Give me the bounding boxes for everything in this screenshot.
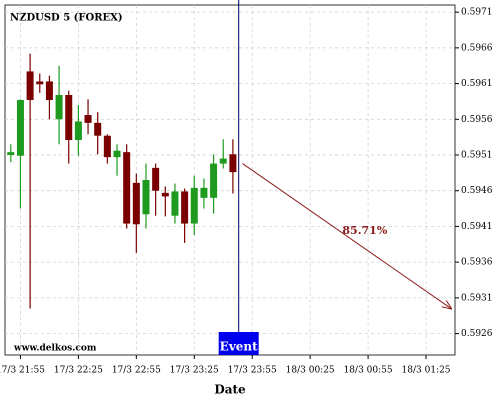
event-box bbox=[218, 332, 259, 355]
candle-body bbox=[132, 182, 140, 225]
candle-body bbox=[84, 115, 92, 123]
y-tick-label: 0.5956 bbox=[461, 115, 493, 125]
candle-body bbox=[16, 100, 24, 156]
x-tick-label: 17/3 23:55 bbox=[228, 366, 277, 376]
watermark: www.delkos.com bbox=[13, 344, 97, 354]
x-tick-label: 18/3 00:55 bbox=[344, 366, 393, 376]
x-axis-label: Date bbox=[214, 383, 246, 397]
candle-body bbox=[161, 192, 169, 197]
x-tick-label: 17/3 22:25 bbox=[54, 366, 103, 376]
candle-body bbox=[45, 81, 53, 100]
candle-body bbox=[210, 163, 218, 198]
candle-body bbox=[65, 95, 73, 140]
candle-body bbox=[219, 158, 227, 164]
candle-body bbox=[171, 191, 179, 216]
candle-body bbox=[181, 191, 189, 224]
candle-body bbox=[94, 122, 102, 136]
candle-body bbox=[26, 71, 34, 100]
y-tick-label: 0.5946 bbox=[461, 186, 493, 196]
candle-body bbox=[229, 154, 237, 173]
candle-body bbox=[55, 95, 63, 120]
forecast-label: 85.71% bbox=[342, 224, 387, 237]
x-tick-label: 18/3 01:25 bbox=[402, 366, 451, 376]
candle-body bbox=[74, 121, 82, 140]
candle-body bbox=[123, 152, 131, 224]
candle-body bbox=[152, 167, 160, 191]
event-label: Event bbox=[220, 340, 258, 354]
x-tick-label: 17/3 21:55 bbox=[0, 366, 45, 376]
candle-body bbox=[103, 135, 111, 158]
plot-area bbox=[4, 4, 456, 356]
y-tick-label: 0.5971 bbox=[461, 8, 493, 18]
candle-body bbox=[200, 187, 208, 198]
candle-body bbox=[190, 187, 198, 224]
chart-title: NZDUSD 5 (FOREX) bbox=[10, 13, 123, 24]
y-tick-label: 0.5931 bbox=[461, 293, 493, 303]
x-tick-label: 18/3 00:25 bbox=[286, 366, 335, 376]
candle-body bbox=[36, 81, 44, 85]
y-tick-label: 0.5936 bbox=[461, 258, 493, 268]
candle-body bbox=[7, 152, 15, 155]
forecast-arrow bbox=[242, 163, 452, 309]
y-tick-label: 0.5966 bbox=[461, 43, 493, 53]
x-tick-label: 17/3 23:25 bbox=[170, 366, 219, 376]
x-tick-label: 17/3 22:55 bbox=[112, 366, 161, 376]
y-tick-label: 0.5961 bbox=[461, 79, 493, 89]
y-tick-label: 0.5926 bbox=[461, 329, 493, 339]
y-tick-label: 0.5941 bbox=[461, 222, 493, 232]
candle-body bbox=[113, 150, 121, 158]
candle-body bbox=[142, 180, 150, 215]
y-tick-label: 0.5951 bbox=[461, 151, 493, 161]
